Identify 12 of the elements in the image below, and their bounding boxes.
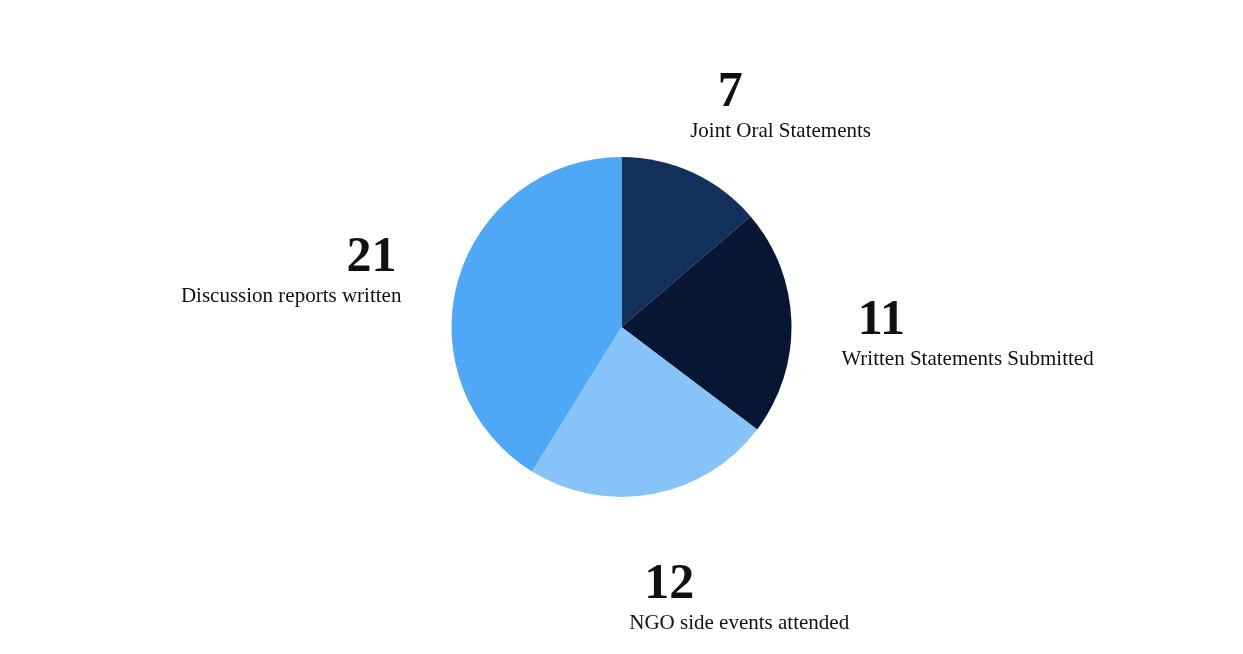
slice-label: Joint Oral Statements bbox=[690, 117, 871, 142]
data-label: 21 bbox=[346, 225, 397, 282]
pie-slice bbox=[621, 157, 751, 327]
slice-label: Written Statements Submitted bbox=[841, 345, 1095, 370]
pie-slice bbox=[621, 216, 792, 430]
data-label: 7 bbox=[717, 60, 743, 117]
pie-slice bbox=[532, 327, 758, 497]
data-label: 11 bbox=[857, 288, 905, 345]
data-label: 12 bbox=[644, 552, 695, 609]
pie-slice bbox=[451, 157, 622, 472]
slice-label: Discussion reports written bbox=[180, 282, 402, 307]
slice-label: NGO side events attended bbox=[629, 609, 850, 634]
